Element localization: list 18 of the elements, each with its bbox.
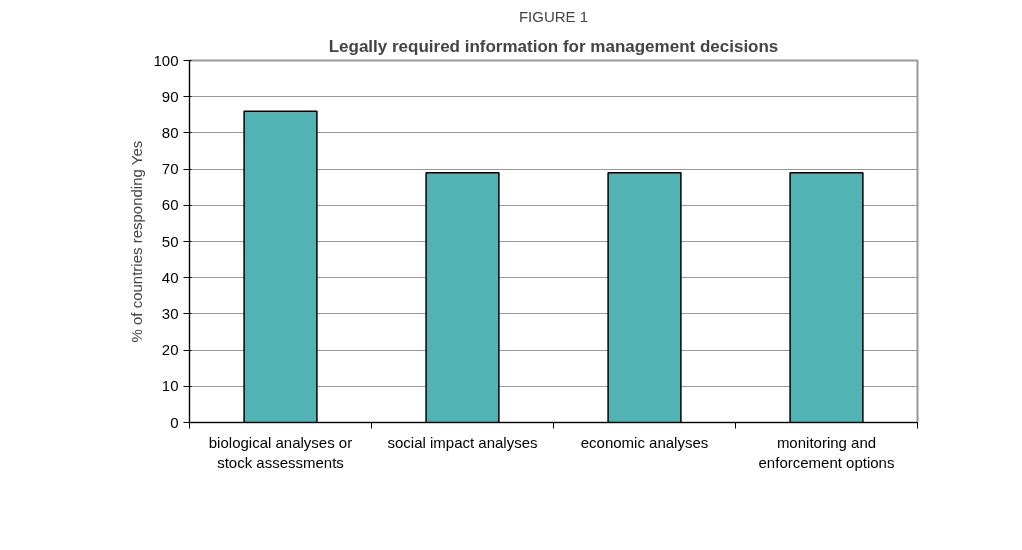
- chart-title: FIGURE 1: [518, 7, 589, 25]
- chart-subtitle: Legally required information for management decisions: [328, 36, 779, 56]
- x-tick-label: biological analyses or stock assessments: [208, 433, 353, 471]
- y-tick-label: 20: [161, 341, 179, 359]
- y-tick-label: 100: [153, 51, 179, 69]
- x-tick-label: economic analyses: [580, 433, 709, 451]
- y-tick-label: 80: [161, 123, 179, 141]
- y-tick-label: 40: [161, 268, 179, 286]
- y-tick-label: 60: [161, 196, 179, 214]
- y-tick-label: 30: [161, 304, 179, 322]
- x-tick-label: social impact analyses: [387, 433, 538, 451]
- y-tick-label: 0: [170, 413, 179, 431]
- x-tick-label: monitoring and enforcement options: [758, 433, 895, 471]
- y-axis-title: % of countries responding Yes: [128, 140, 146, 343]
- y-tick-label: 70: [161, 160, 179, 178]
- y-tick-label: 50: [161, 232, 179, 250]
- y-tick-label: 90: [161, 87, 179, 105]
- y-tick-label: 10: [161, 377, 179, 395]
